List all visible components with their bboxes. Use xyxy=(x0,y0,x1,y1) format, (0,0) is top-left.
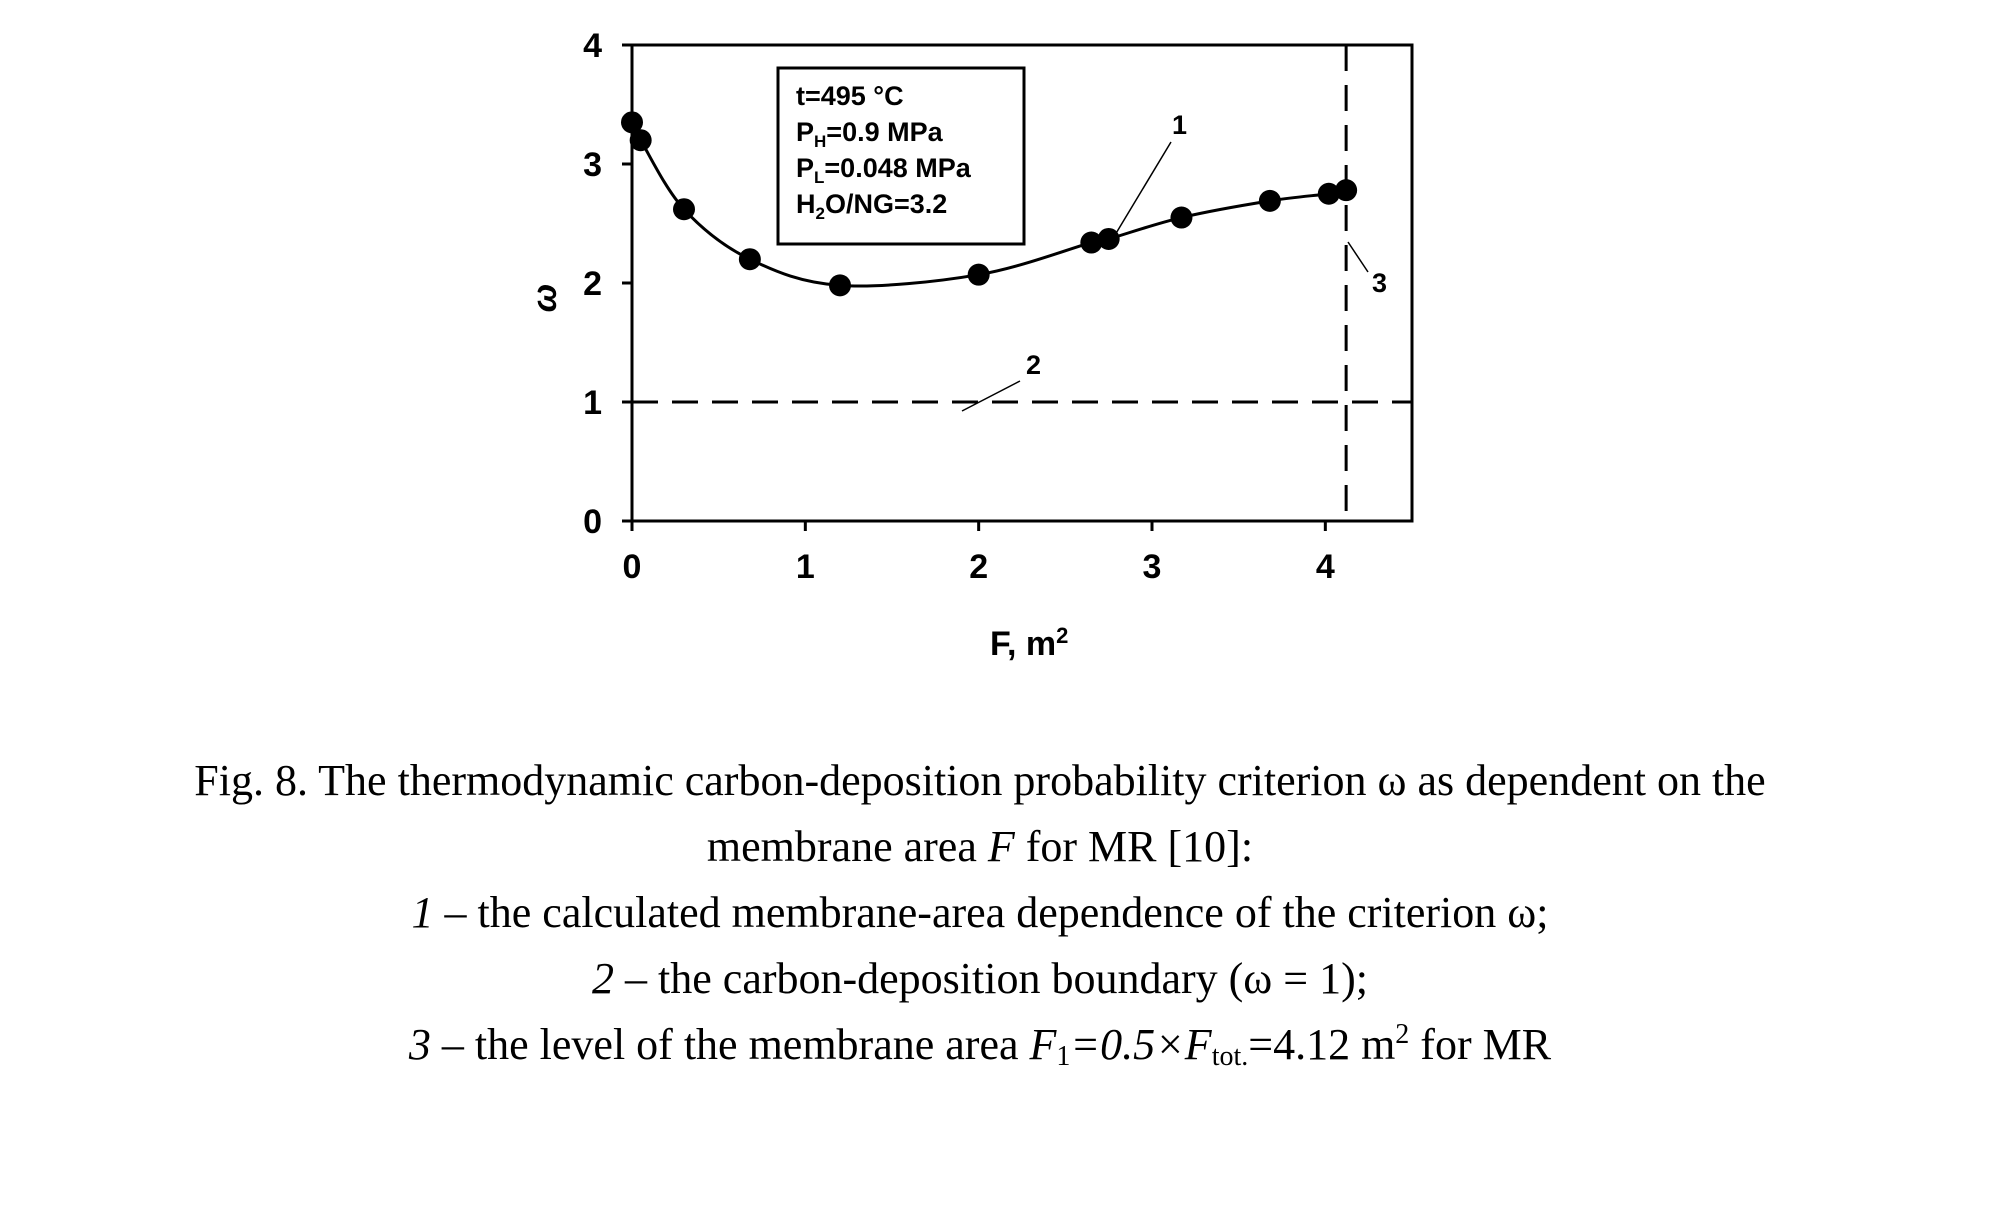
annotation-line-2-rest: =0.9 MPa xyxy=(826,117,943,147)
caption-line-4-text: – the carbon-deposition boundary (ω = 1)… xyxy=(614,954,1368,1003)
axis-ticks: 0 1 2 3 4 0 1 2 3 4 xyxy=(583,27,1335,586)
caption-line-5-F1-sub: 1 xyxy=(1056,1041,1071,1072)
curve-label-3-text: 3 xyxy=(1372,268,1387,298)
curve-label-1-text: 1 xyxy=(1172,110,1187,140)
data-point-9 xyxy=(1258,189,1281,212)
curve-label-1: 1 xyxy=(1114,110,1187,236)
data-point-0 xyxy=(621,111,643,134)
annotation-line-4-rest: O/NG=3.2 xyxy=(825,189,947,219)
curve-label-3: 3 xyxy=(1347,241,1387,298)
y-tick-label-0: 0 xyxy=(583,503,602,541)
caption-line-2-F: F xyxy=(987,822,1015,871)
caption-line-3: 1 – the calculated membrane-area depende… xyxy=(0,880,1960,946)
annotation-line-3-rest: =0.048 MPa xyxy=(824,153,971,183)
data-point-10 xyxy=(1317,182,1340,205)
annotation-line-4-sub: 2 xyxy=(816,204,825,223)
x-axis-label-main: F, m xyxy=(990,625,1056,663)
x-tick-label-4: 4 xyxy=(1316,548,1335,586)
curve-label-3-leader xyxy=(1347,241,1369,273)
annotation-line-2-sub: H xyxy=(814,132,826,151)
caption-line-5-val: =4.12 m xyxy=(1248,1020,1396,1069)
annotation-line-2: PH=0.9 MPa xyxy=(796,117,944,151)
data-point-3 xyxy=(738,248,761,271)
y-tick-label-2: 2 xyxy=(583,265,602,303)
caption-line-2: membrane area F for MR [10]: xyxy=(0,814,1960,880)
data-point-5 xyxy=(967,263,990,286)
annotation-line-3-sub: L xyxy=(814,168,824,187)
data-point-6 xyxy=(1080,231,1103,254)
caption-line-3-text: – the calculated membrane-area dependenc… xyxy=(433,888,1549,937)
data-point-7 xyxy=(1097,227,1120,250)
curve-label-1-leader xyxy=(1114,141,1172,236)
x-tick-label-3: 3 xyxy=(1143,548,1162,586)
x-axis-label: F, m2 xyxy=(990,623,1068,663)
data-point-11 xyxy=(1335,179,1358,202)
caption-line-3-num: 1 xyxy=(411,888,434,937)
caption-line-2-a: membrane area xyxy=(706,822,988,871)
x-tick-label-1: 1 xyxy=(796,548,815,586)
caption-line-5-eq: =0.5× xyxy=(1070,1020,1185,1069)
annotation-line-1: t=495 °C xyxy=(796,81,904,111)
figure-caption: Fig. 8. The thermodynamic carbon-deposit… xyxy=(0,748,1960,1078)
x-tick-label-0: 0 xyxy=(623,548,642,586)
curve-label-2-text: 2 xyxy=(1026,350,1041,380)
caption-line-5-num: 3 xyxy=(408,1020,431,1069)
annotation-line-3-main: P xyxy=(796,153,814,183)
x-tick-label-2: 2 xyxy=(969,548,988,586)
caption-line-2-b: for MR [10]: xyxy=(1014,822,1254,871)
curve-label-2: 2 xyxy=(961,350,1041,412)
caption-line-5-Ftot-sub: tot. xyxy=(1211,1041,1249,1072)
annotation-box: t=495 °C PH=0.9 MPa PL=0.048 MPa H2O/NG=… xyxy=(776,66,1026,246)
y-tick-label-1: 1 xyxy=(583,384,602,422)
annotation-box-frame xyxy=(776,66,1026,246)
annotation-line-4: H2O/NG=3.2 xyxy=(796,189,947,223)
annotation-line-3: PL=0.048 MPa xyxy=(796,153,972,187)
x-axis-label-superscript: 2 xyxy=(1056,623,1068,648)
data-point-2 xyxy=(673,198,695,221)
annotation-line-4-main: H xyxy=(796,189,816,219)
caption-line-5-Ftot: F xyxy=(1184,1020,1212,1069)
caption-line-5-text: – the level of the membrane area xyxy=(430,1020,1030,1069)
y-tick-label-4: 4 xyxy=(583,27,602,65)
caption-line-5-end: for MR xyxy=(1409,1020,1552,1069)
curve-label-2-leader xyxy=(961,380,1021,412)
caption-line-4-num: 2 xyxy=(592,954,615,1003)
caption-line-1: Fig. 8. The thermodynamic carbon-deposit… xyxy=(0,748,1960,814)
data-points xyxy=(621,111,1358,297)
caption-line-4: 2 – the carbon-deposition boundary (ω = … xyxy=(0,946,1960,1012)
caption-line-5: 3 – the level of the membrane area F1=0.… xyxy=(0,1012,1960,1078)
reference-lines xyxy=(632,45,1412,521)
caption-line-5-sup: 2 xyxy=(1395,1019,1410,1050)
y-axis-label: ω xyxy=(526,284,564,312)
data-point-8 xyxy=(1170,206,1193,229)
data-point-4 xyxy=(829,274,851,297)
caption-line-5-F1: F xyxy=(1029,1020,1057,1069)
y-tick-label-3: 3 xyxy=(583,146,602,184)
data-point-1 xyxy=(629,129,652,152)
annotation-line-2-main: P xyxy=(796,117,814,147)
annotation-line-1-main: t=495 °C xyxy=(796,81,904,111)
caption-line-1-text: Fig. 8. The thermodynamic carbon-deposit… xyxy=(194,756,1766,805)
